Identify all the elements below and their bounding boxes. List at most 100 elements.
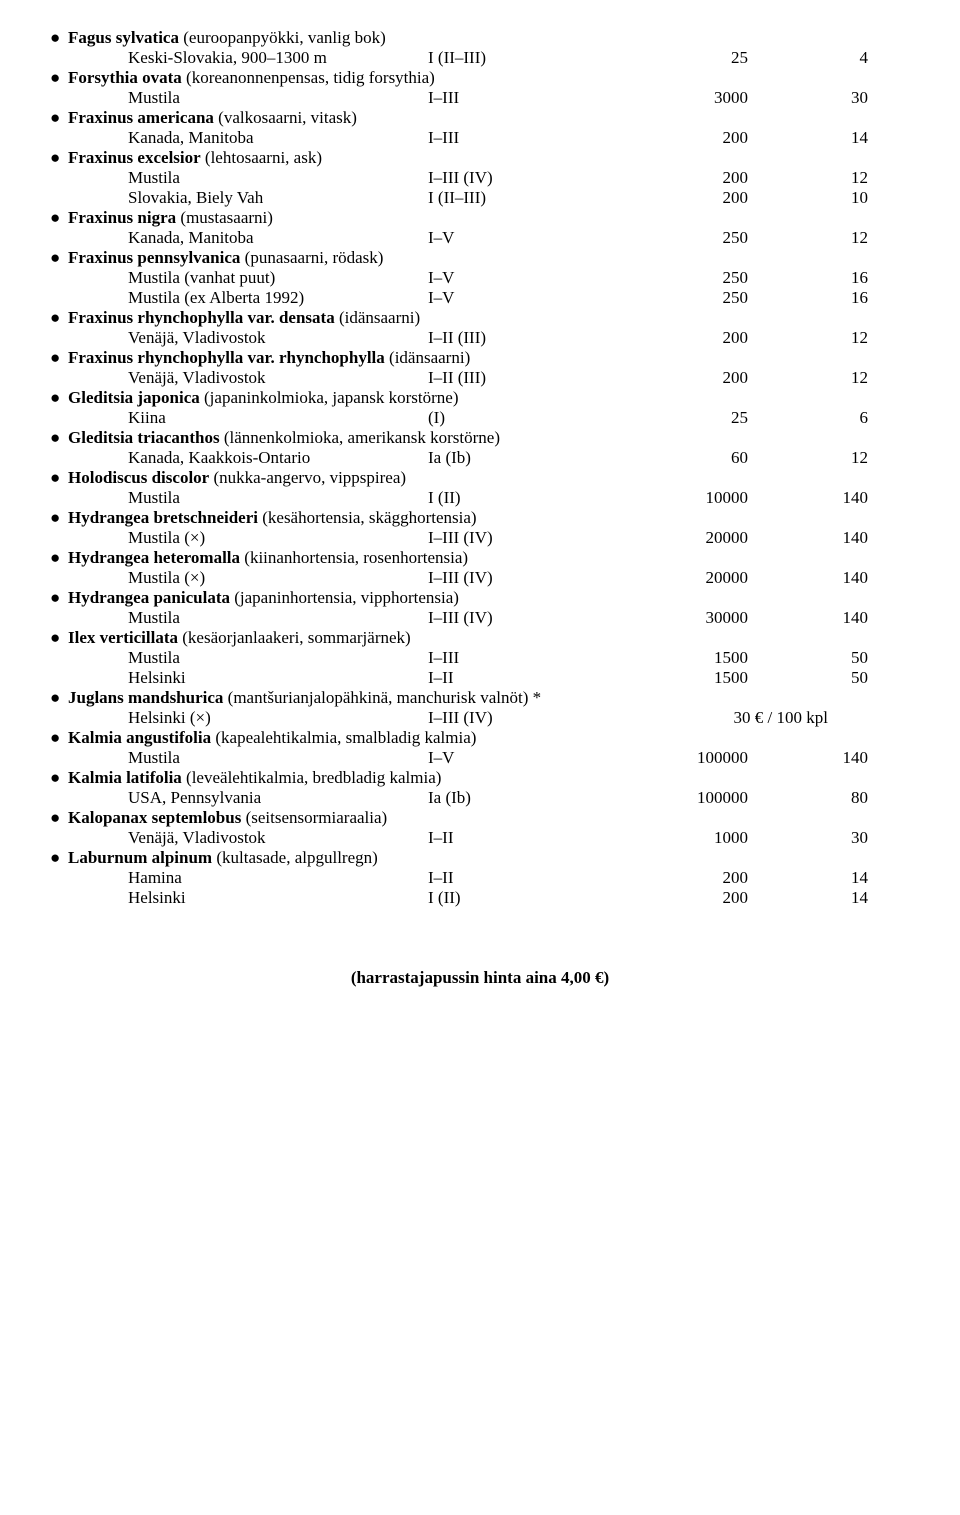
species-name: Gleditsia japonica (japaninkolmioka, jap… [68,388,910,408]
price-note: 30 € / 100 kpl [598,708,828,728]
value-b: 140 [788,608,868,628]
common-name: (mustasaarni) [176,208,273,227]
bullet-icon: ● [50,728,68,748]
common-name: (mantšurianjalopähkinä, manchurisk valnö… [223,688,541,707]
value-b: 140 [788,568,868,588]
species-entry: ●Hydrangea bretschneideri (kesähortensia… [50,508,910,548]
species-name: Fraxinus rhynchophylla var. densata (idä… [68,308,910,328]
provenance-row: Kiina(I)256 [50,408,910,428]
location: Mustila [128,648,428,668]
common-name: (punasaarni, rödask) [240,248,383,267]
latin-name: Fraxinus rhynchophylla var. densata [68,308,335,327]
species-header: ●Hydrangea bretschneideri (kesähortensia… [50,508,910,528]
common-name: (seitsensormiaraalia) [241,808,387,827]
species-entry: ●Hydrangea heteromalla (kiinanhortensia,… [50,548,910,588]
value-b: 140 [788,528,868,548]
species-entry: ●Fraxinus rhynchophylla var. rhynchophyl… [50,348,910,388]
bullet-icon: ● [50,388,68,408]
value-a: 100000 [598,748,788,768]
value-a: 3000 [598,88,788,108]
value-b: 50 [788,648,868,668]
zone: I (II–III) [428,48,598,68]
zone: Ia (Ib) [428,788,598,808]
value-b: 16 [788,288,868,308]
common-name: (kesäorjanlaakeri, sommarjärnek) [178,628,411,647]
species-entry: ●Kalopanax septemlobus (seitsensormiaraa… [50,808,910,848]
value-b: 12 [788,228,868,248]
common-name: (idänsaarni) [385,348,470,367]
value-b: 50 [788,668,868,688]
provenance-row: Mustila (ex Alberta 1992)I–V25016 [50,288,910,308]
zone: I–II [428,868,598,888]
provenance-row: Mustila (×)I–III (IV)20000140 [50,528,910,548]
value-a: 250 [598,288,788,308]
species-name: Forsythia ovata (koreanonnenpensas, tidi… [68,68,910,88]
species-name: Fraxinus excelsior (lehtosaarni, ask) [68,148,910,168]
species-header: ●Fraxinus rhynchophylla var. densata (id… [50,308,910,328]
common-name: (kesähortensia, skägghortensia) [258,508,477,527]
location: Helsinki [128,668,428,688]
species-entry: ●Fraxinus pennsylvanica (punasaarni, röd… [50,248,910,308]
provenance-row: USA, PennsylvaniaIa (Ib)10000080 [50,788,910,808]
species-entry: ●Fraxinus excelsior (lehtosaarni, ask)Mu… [50,148,910,208]
provenance-row: Venäjä, VladivostokI–II100030 [50,828,910,848]
location: Mustila (×) [128,568,428,588]
provenance-row: Kanada, ManitobaI–V25012 [50,228,910,248]
zone: I–III (IV) [428,708,598,728]
value-a: 200 [598,888,788,908]
value-a: 10000 [598,488,788,508]
species-entry: ●Gleditsia triacanthos (lännenkolmioka, … [50,428,910,468]
provenance-row: HelsinkiI (II)20014 [50,888,910,908]
value-b: 12 [788,368,868,388]
zone: I–II [428,668,598,688]
bullet-icon: ● [50,548,68,568]
species-header: ●Gleditsia triacanthos (lännenkolmioka, … [50,428,910,448]
species-name: Laburnum alpinum (kultasade, alpgullregn… [68,848,910,868]
species-name: Gleditsia triacanthos (lännenkolmioka, a… [68,428,910,448]
zone: I–III [428,648,598,668]
location: Mustila [128,608,428,628]
provenance-row: Keski-Slovakia, 900–1300 mI (II–III)254 [50,48,910,68]
value-b: 30 [788,828,868,848]
common-name: (japaninhortensia, vipphortensia) [230,588,459,607]
species-name: Hydrangea heteromalla (kiinanhortensia, … [68,548,910,568]
location: Kanada, Manitoba [128,128,428,148]
value-b: 14 [788,128,868,148]
species-entry: ●Fraxinus nigra (mustasaarni)Kanada, Man… [50,208,910,248]
species-entry: ●Fagus sylvatica (euroopanpyökki, vanlig… [50,28,910,68]
latin-name: Gleditsia triacanthos [68,428,220,447]
bullet-icon: ● [50,468,68,488]
provenance-row: MustilaI (II)10000140 [50,488,910,508]
latin-name: Forsythia ovata [68,68,182,87]
species-name: Juglans mandshurica (mantšurianjalopähki… [68,688,910,708]
zone: I–III (IV) [428,528,598,548]
zone: I–II (III) [428,328,598,348]
species-header: ●Fagus sylvatica (euroopanpyökki, vanlig… [50,28,910,48]
value-b: 12 [788,328,868,348]
latin-name: Fraxinus pennsylvanica [68,248,240,267]
value-a: 25 [598,408,788,428]
value-a: 1500 [598,668,788,688]
provenance-row: Mustila (×)I–III (IV)20000140 [50,568,910,588]
provenance-row: Helsinki (×)I–III (IV)30 € / 100 kpl [50,708,910,728]
latin-name: Juglans mandshurica [68,688,223,707]
bullet-icon: ● [50,68,68,88]
location: Helsinki [128,888,428,908]
value-a: 200 [598,128,788,148]
value-a: 100000 [598,788,788,808]
species-name: Kalopanax septemlobus (seitsensormiaraal… [68,808,910,828]
species-entry: ●Laburnum alpinum (kultasade, alpgullreg… [50,848,910,908]
location: Kanada, Kaakkois-Ontario [128,448,428,468]
species-name: Kalmia angustifolia (kapealehtikalmia, s… [68,728,910,748]
species-entry: ●Juglans mandshurica (mantšurianjalopähk… [50,688,910,728]
species-header: ●Laburnum alpinum (kultasade, alpgullreg… [50,848,910,868]
bullet-icon: ● [50,28,68,48]
zone: I–V [428,268,598,288]
latin-name: Hydrangea paniculata [68,588,230,607]
value-b: 30 [788,88,868,108]
value-a: 200 [598,368,788,388]
provenance-row: MustilaI–III (IV)30000140 [50,608,910,628]
latin-name: Fagus sylvatica [68,28,179,47]
common-name: (lännenkolmioka, amerikansk korstörne) [220,428,500,447]
provenance-row: Venäjä, VladivostokI–II (III)20012 [50,328,910,348]
